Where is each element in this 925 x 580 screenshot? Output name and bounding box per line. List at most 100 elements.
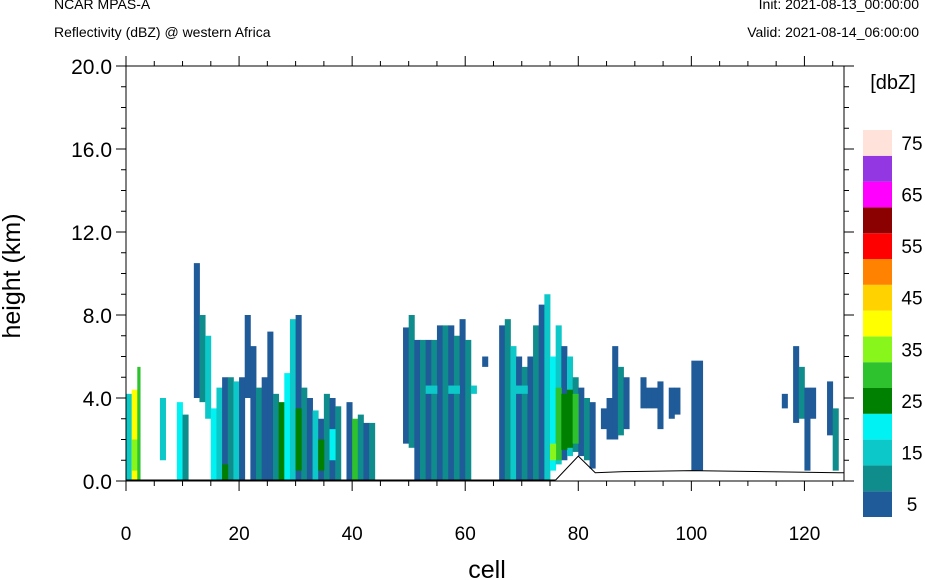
reflectivity-cell [126,393,133,481]
colorbar-swatch [863,362,892,388]
colorbar: 5 15 25 35 45 55 65 75 [863,130,923,517]
colorbar-label: 55 [901,237,922,258]
reflectivity-cell [623,377,630,430]
x-tick-label: 80 [568,524,589,545]
x-axis-label: cell [468,556,506,580]
reflectivity-cell [668,387,675,419]
reflectivity-cell [346,402,353,481]
reflectivity-cell [453,335,460,481]
reflectivity-cell [646,387,653,409]
reflectivity-cell [403,327,410,444]
x-tick-label: 100 [676,524,708,545]
reflectivity-cell [589,402,596,469]
reflectivity-cell [210,408,217,481]
reflectivity-cell [781,393,788,409]
reflectivity-cell [442,325,449,481]
reflectivity-cell [448,385,460,394]
reflectivity-cell [566,389,574,448]
colorbar-label: 65 [901,186,922,207]
y-tick-label: 20.0 [71,56,112,79]
colorbar-swatch [863,310,892,337]
reflectivity-cell [578,387,585,457]
reflectivity-cell [272,393,280,481]
reflectivity-cells [126,263,839,481]
terrain-line [555,455,844,481]
x-tick-label: 120 [789,524,821,545]
field-title: Reflectivity (dBZ) @ western Africa [54,24,271,40]
reflectivity-cell [250,346,257,481]
reflectivity-cell [425,385,438,394]
reflectivity-cell [267,331,274,481]
valid-time: Valid: 2021-08-14_06:00:00 [747,24,919,40]
reflectivity-cell [691,360,704,471]
colorbar-swatch [863,388,892,414]
x-tick-label: 0 [121,524,132,545]
reflectivity-cell [465,339,472,481]
reflectivity-cell [278,402,285,481]
reflectivity-cell [256,387,263,481]
reflectivity-cell [284,373,291,481]
colorbar-swatch [863,130,892,156]
reflectivity-cell [425,339,432,481]
terrain-baseline [126,455,844,481]
reflectivity-cell [199,315,206,403]
reflectivity-cell [323,393,330,481]
colorbar-swatch [863,233,892,259]
reflectivity-cell [793,346,800,423]
reflectivity-cell [131,439,138,471]
reflectivity-cell [233,381,240,481]
reflectivity-cell [550,356,557,471]
reflectivity-cell [516,356,523,481]
reflectivity-cell [572,393,579,444]
reflectivity-cell [544,294,551,481]
y-tick-label: 0.0 [83,471,112,494]
reflectivity-cell [193,263,200,398]
reflectivity-cell [832,408,839,471]
reflectivity-cell [482,356,489,367]
reflectivity-cell [131,389,138,481]
reflectivity-cell [470,385,477,394]
y-tick-label: 4.0 [83,388,112,411]
reflectivity-cell [583,398,590,461]
colorbar-label: 45 [901,289,922,310]
reflectivity-cell [318,439,325,471]
reflectivity-cell [335,406,342,481]
x-tick-label: 60 [455,524,476,545]
colorbar-swatch [863,491,892,517]
reflectivity-cell [448,325,455,481]
reflectivity-cell [657,381,664,430]
reflectivity-cell [295,408,302,471]
reflectivity-cell [555,387,562,461]
reflectivity-cell [651,387,658,409]
reflectivity-cell [159,398,166,461]
colorbar-swatch [863,413,892,440]
colorbar-label: 5 [907,495,918,516]
reflectivity-cell [312,410,319,481]
reflectivity-cell [222,377,229,481]
reflectivity-cell [205,335,212,419]
reflectivity-cell [436,325,443,481]
axes: 0 20 40 60 80 100 120 0.0 4.0 8.0 12.0 16.0 20.0 [71,56,854,545]
reflectivity-cell [329,429,336,461]
reflectivity-cell [827,381,834,436]
reflectivity-cell [301,387,308,481]
colorbar-label: 15 [901,444,922,465]
colorbar-label: 25 [901,392,922,413]
reflectivity-cell [244,315,251,398]
reflectivity-cell [414,339,421,481]
reflectivity-cell [261,377,268,481]
reflectivity-cell [369,422,376,481]
colorbar-swatch [863,284,892,311]
reflectivity-cell [357,414,364,481]
reflectivity-cell [550,443,557,461]
colorbar-swatch [863,336,892,363]
reflectivity-cell [363,422,370,481]
reflectivity-cell [533,325,540,481]
reflectivity-cell [521,366,528,481]
reflectivity-cell [504,319,511,481]
reflectivity-cell [289,319,297,481]
colorbar-swatch [863,207,892,234]
reflectivity-cell [182,414,189,481]
reflectivity-cell [459,319,466,481]
